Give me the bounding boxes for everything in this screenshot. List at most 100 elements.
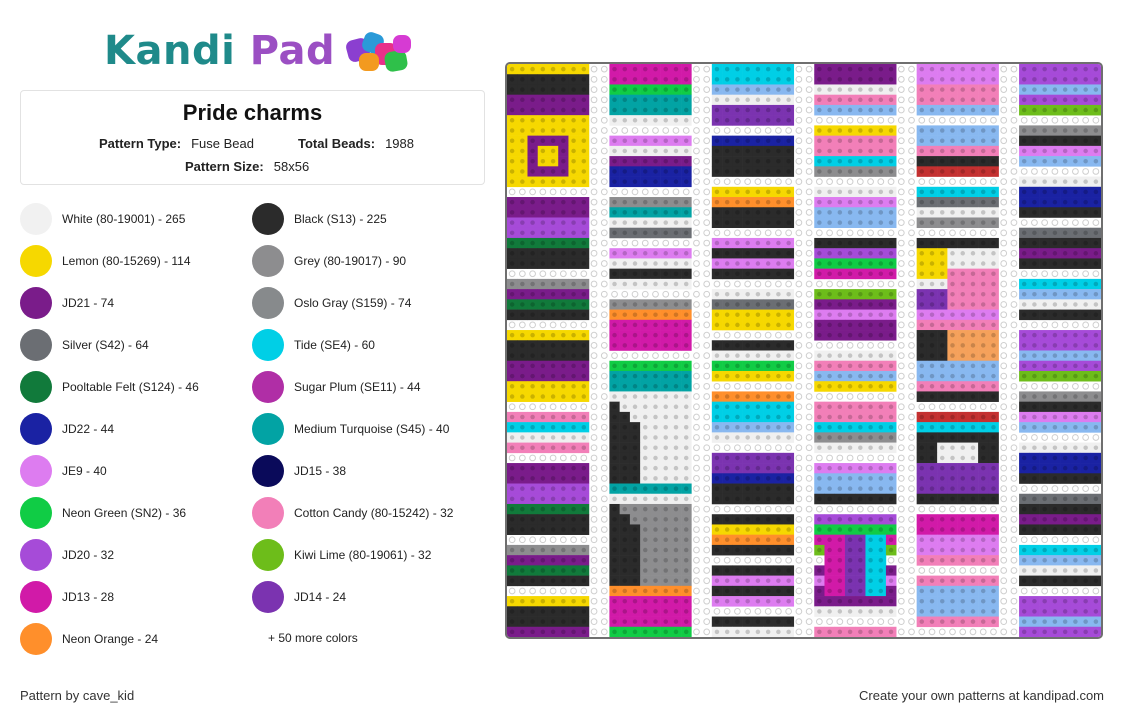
bead-hole bbox=[929, 517, 935, 522]
bead-hole bbox=[960, 394, 965, 399]
bead bbox=[711, 217, 723, 229]
bead bbox=[1019, 227, 1030, 239]
bead bbox=[527, 64, 539, 75]
bead-hole bbox=[632, 476, 638, 481]
empty-peg bbox=[908, 546, 915, 554]
bead-hole bbox=[1083, 527, 1088, 532]
empty-peg bbox=[795, 229, 803, 237]
bead-hole bbox=[980, 220, 986, 225]
bead-hole bbox=[530, 230, 535, 236]
bead-hole bbox=[960, 322, 965, 328]
bead bbox=[947, 463, 958, 474]
bead-hole bbox=[622, 107, 628, 113]
bead-hole bbox=[817, 476, 822, 481]
bead bbox=[988, 268, 999, 280]
bead-hole bbox=[550, 261, 556, 266]
bead bbox=[732, 145, 743, 157]
bead bbox=[783, 268, 795, 280]
bead bbox=[865, 411, 876, 423]
bead bbox=[537, 166, 549, 177]
bead bbox=[763, 524, 774, 535]
bead bbox=[916, 534, 928, 546]
empty-peg bbox=[703, 567, 711, 574]
empty-peg bbox=[897, 515, 905, 523]
bead bbox=[1049, 411, 1061, 423]
bead-hole bbox=[714, 312, 720, 317]
kandipad-logo[interactable]: Kandi Pad bbox=[104, 28, 423, 74]
bead-hole bbox=[970, 261, 976, 266]
bead bbox=[660, 84, 672, 95]
bead bbox=[752, 360, 764, 372]
bead bbox=[732, 422, 743, 433]
bead bbox=[834, 432, 846, 443]
empty-peg bbox=[734, 178, 741, 186]
bead bbox=[1029, 422, 1040, 433]
bead-hole bbox=[765, 158, 771, 164]
bead bbox=[752, 64, 764, 75]
bead bbox=[926, 207, 938, 218]
bead bbox=[558, 524, 569, 535]
bead-hole bbox=[735, 97, 740, 103]
empty-peg bbox=[641, 290, 649, 298]
bead bbox=[527, 330, 539, 341]
bead-hole bbox=[550, 77, 556, 82]
bead-hole bbox=[858, 486, 863, 491]
bead-hole bbox=[622, 506, 628, 512]
bead bbox=[732, 340, 743, 351]
bead bbox=[834, 94, 846, 106]
bead-pattern-board[interactable] bbox=[505, 62, 1103, 639]
bead-hole bbox=[530, 506, 535, 512]
empty-peg bbox=[805, 116, 813, 124]
bead bbox=[824, 289, 836, 300]
bead bbox=[517, 197, 528, 208]
bead bbox=[629, 463, 641, 474]
bead-hole bbox=[571, 373, 576, 379]
empty-peg bbox=[795, 403, 803, 411]
bead bbox=[742, 432, 754, 443]
bead bbox=[537, 156, 549, 167]
bead bbox=[742, 565, 754, 576]
empty-peg bbox=[590, 362, 598, 370]
empty-peg bbox=[693, 311, 700, 319]
bead bbox=[937, 473, 948, 484]
bead-hole bbox=[530, 445, 535, 450]
bead-hole bbox=[827, 363, 832, 369]
bead bbox=[763, 422, 774, 433]
bead-hole bbox=[509, 424, 515, 430]
bead bbox=[578, 258, 590, 269]
bead-hole bbox=[509, 363, 515, 369]
empty-peg bbox=[908, 178, 915, 186]
empty-peg bbox=[641, 127, 649, 134]
bead-hole bbox=[581, 240, 587, 246]
bead bbox=[824, 94, 836, 106]
bead-hole bbox=[817, 435, 822, 440]
bead-hole bbox=[1042, 424, 1047, 430]
bead-hole bbox=[673, 66, 679, 72]
bead bbox=[947, 442, 958, 454]
bead-hole bbox=[632, 199, 638, 205]
bead bbox=[916, 94, 928, 106]
bead-hole bbox=[612, 107, 617, 113]
bead-hole bbox=[663, 435, 668, 440]
bead-hole bbox=[622, 66, 628, 72]
bead bbox=[670, 360, 682, 372]
empty-peg bbox=[590, 331, 598, 339]
empty-peg bbox=[734, 229, 741, 237]
empty-peg bbox=[600, 106, 608, 114]
bead bbox=[629, 115, 641, 126]
bead bbox=[650, 381, 661, 392]
bead-hole bbox=[755, 476, 761, 481]
bead-hole bbox=[632, 87, 638, 92]
bead-hole bbox=[827, 527, 832, 532]
bead bbox=[1090, 145, 1101, 157]
empty-peg bbox=[969, 229, 977, 237]
empty-peg bbox=[836, 116, 844, 124]
bead-hole bbox=[1073, 455, 1078, 461]
bead bbox=[967, 422, 979, 433]
more-colors-link[interactable]: + 50 more colors bbox=[268, 631, 358, 645]
bead bbox=[824, 197, 836, 208]
bead-hole bbox=[837, 424, 843, 430]
bead-hole bbox=[1042, 148, 1047, 154]
bead bbox=[783, 248, 795, 259]
bead bbox=[660, 432, 672, 443]
